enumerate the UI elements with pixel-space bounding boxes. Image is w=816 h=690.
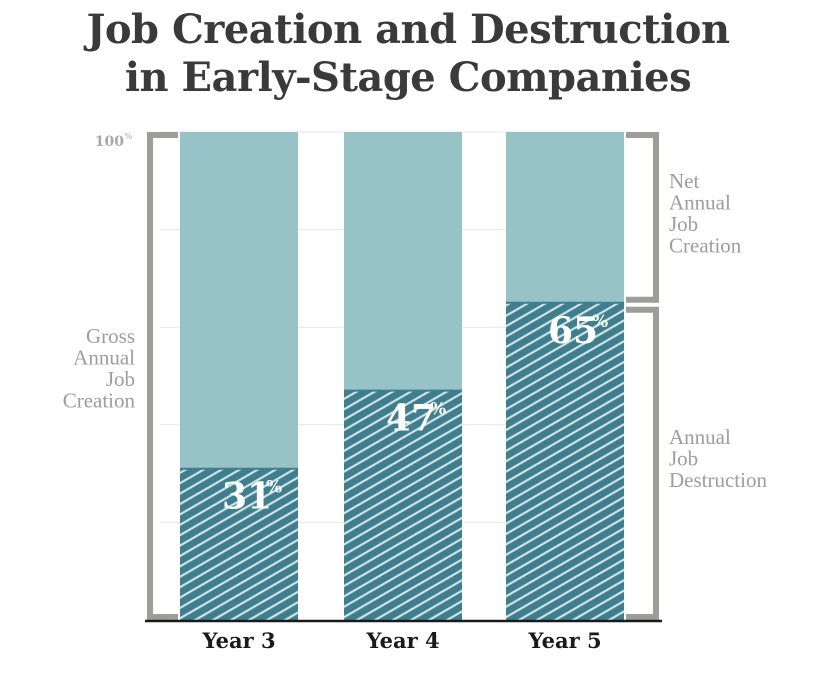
right-annotation-line: Annual [669, 425, 731, 449]
bar-destruction-2 [344, 390, 462, 620]
x-tick-label: Year 3 [201, 628, 275, 653]
right-annotation-line: Job [669, 447, 698, 471]
value-unit: % [430, 400, 446, 420]
left-annotation-line: Job [106, 367, 135, 391]
chart-title: Job Creation and Destruction in Early-St… [0, 6, 816, 102]
left-annotation-line: Creation [63, 389, 136, 413]
chart-title-line-1: Job Creation and Destruction [86, 6, 730, 53]
x-tick-label: Year 4 [365, 628, 439, 653]
y-tick-label: 100 [95, 134, 124, 150]
value-label: 47 [386, 398, 436, 440]
right-bracket-destruction [626, 306, 659, 620]
bar-net-3 [506, 132, 624, 303]
x-tick-label: Year 5 [527, 628, 601, 653]
left-annotation-line: Gross [86, 324, 135, 348]
chart-title-line-2: in Early-Stage Companies [124, 54, 692, 101]
bar-destruction-1 [180, 468, 298, 620]
bar-net-1 [180, 132, 298, 469]
left-annotation-line: Annual [73, 346, 135, 370]
right-annotation-line: Destruction [669, 468, 767, 492]
value-unit: % [592, 312, 608, 332]
right-annotation-line: Job [669, 212, 698, 236]
right-annotation-line: Annual [669, 191, 731, 215]
bar-destruction-3 [506, 302, 624, 620]
y-tick-unit: % [125, 132, 133, 141]
bar-net-2 [344, 132, 462, 391]
left-bracket [147, 132, 178, 620]
value-unit: % [266, 478, 282, 498]
right-annotation-line: Creation [669, 234, 742, 258]
bars [180, 132, 624, 620]
right-annotation-line: Net [669, 169, 699, 193]
value-label: 31 [222, 476, 272, 518]
brackets [147, 132, 659, 620]
value-label: 65 [548, 310, 598, 352]
right-bracket-net [626, 132, 659, 303]
